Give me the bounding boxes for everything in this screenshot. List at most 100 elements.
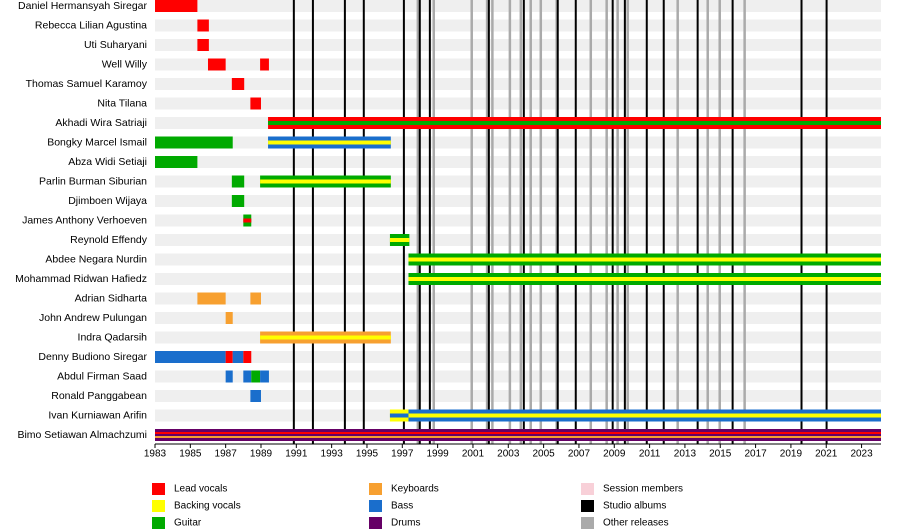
row-label: Adrian Sidharta (75, 292, 148, 304)
member-bar (260, 370, 269, 383)
member-bar (268, 136, 391, 149)
bar-primary (243, 351, 252, 363)
row-label: Ronald Panggabean (51, 390, 147, 402)
row-band (155, 39, 881, 51)
bar-primary (231, 78, 245, 90)
bar-secondary (408, 277, 881, 281)
x-tick-label: 2023 (850, 449, 873, 460)
member-bar (225, 370, 233, 383)
row-label: Mohammad Ridwan Hafiedz (15, 273, 147, 285)
bar-primary (225, 351, 233, 363)
row-band (155, 19, 881, 32)
member-bar (231, 78, 245, 90)
member-bar (408, 273, 881, 285)
row-band (155, 78, 881, 90)
member-bar (207, 58, 226, 71)
bar-secondary (389, 413, 410, 418)
row-label: Daniel Hermansyah Siregar (18, 0, 147, 12)
member-bar (243, 351, 252, 363)
legend-label: Studio albums (603, 501, 666, 512)
member-bar (231, 195, 245, 207)
x-tick-label: 2005 (532, 449, 555, 460)
bar-secondary (389, 238, 410, 242)
x-tick-label: 2021 (815, 449, 838, 460)
member-bar (155, 351, 226, 363)
bar-primary (197, 39, 209, 51)
member-bar (225, 312, 233, 324)
member-bar (260, 58, 269, 71)
bar-primary (197, 19, 209, 32)
member-bar (155, 429, 881, 441)
row-band (155, 390, 881, 402)
bar-primary (155, 429, 881, 441)
row-band (155, 312, 881, 324)
row-label: Reynold Effendy (70, 234, 148, 246)
bar-secondary (155, 432, 881, 434)
row-band (155, 292, 881, 305)
member-bar (408, 409, 881, 422)
row-label: Thomas Samuel Karamoy (26, 78, 148, 90)
x-tick-label: 1989 (250, 449, 273, 460)
member-bar (197, 292, 226, 305)
row-band (155, 195, 881, 207)
legend-label: Session members (603, 484, 683, 495)
x-tick-label: 1983 (144, 449, 167, 460)
x-tick-label: 1985 (179, 449, 202, 460)
row-label: Akhadi Wira Satriaji (55, 117, 147, 129)
x-tick-label: 1993 (321, 449, 344, 460)
x-tick-label: 1995 (356, 449, 379, 460)
bar-primary (251, 370, 261, 383)
legend-label: Bass (391, 501, 413, 512)
x-tick-label: 1991 (285, 449, 308, 460)
bar-secondary (155, 436, 881, 438)
legend-label: Backing vocals (174, 501, 241, 512)
member-bar (197, 39, 209, 51)
x-tick-label: 2001 (462, 449, 485, 460)
bar-primary (250, 97, 261, 110)
member-bar (232, 351, 244, 363)
bar-secondary (243, 218, 252, 223)
member-bar (231, 175, 245, 188)
legend-swatch (581, 517, 594, 529)
legend-swatch (369, 517, 382, 529)
bar-primary (260, 58, 269, 71)
member-bar (225, 351, 233, 363)
member-bar (243, 370, 252, 383)
member-bar (408, 253, 881, 266)
member-bar (250, 292, 261, 305)
row-label: James Anthony Verhoeven (22, 214, 147, 226)
member-bar (155, 136, 233, 149)
row-band (155, 97, 881, 110)
row-band (155, 370, 881, 383)
row-label: Ivan Kurniawan Arifin (48, 409, 147, 421)
x-tick-label: 1987 (215, 449, 238, 460)
legend-label: Other releases (603, 518, 669, 529)
bar-primary (231, 175, 245, 188)
legend-label: Guitar (174, 518, 202, 529)
member-bar (155, 0, 198, 12)
legend-label: Keyboards (391, 484, 439, 495)
x-tick-label: 2007 (568, 449, 591, 460)
row-band (155, 351, 881, 363)
bar-primary (207, 58, 226, 71)
x-tick-label: 2013 (674, 449, 697, 460)
x-tick-label: 2011 (639, 449, 661, 460)
member-bar (250, 97, 261, 110)
bar-primary (231, 195, 245, 207)
bar-primary (197, 292, 226, 305)
member-bar (260, 175, 391, 188)
row-label: Bimo Setiawan Almachzumi (17, 429, 147, 441)
row-label: Well Willy (102, 58, 148, 70)
member-bar (389, 234, 410, 246)
x-tick-label: 1999 (427, 449, 450, 460)
row-label: Djimboen Wijaya (68, 195, 147, 207)
row-label: Denny Budiono Siregar (38, 351, 147, 363)
row-label: Uti Suharyani (84, 39, 147, 51)
row-label: Bongky Marcel Ismail (47, 136, 147, 148)
legend-swatch (369, 500, 382, 512)
x-tick-label: 2019 (780, 449, 803, 460)
x-tick-label: 2015 (709, 449, 732, 460)
bar-secondary (260, 335, 391, 340)
member-bar (243, 214, 252, 227)
bar-primary (155, 136, 233, 149)
